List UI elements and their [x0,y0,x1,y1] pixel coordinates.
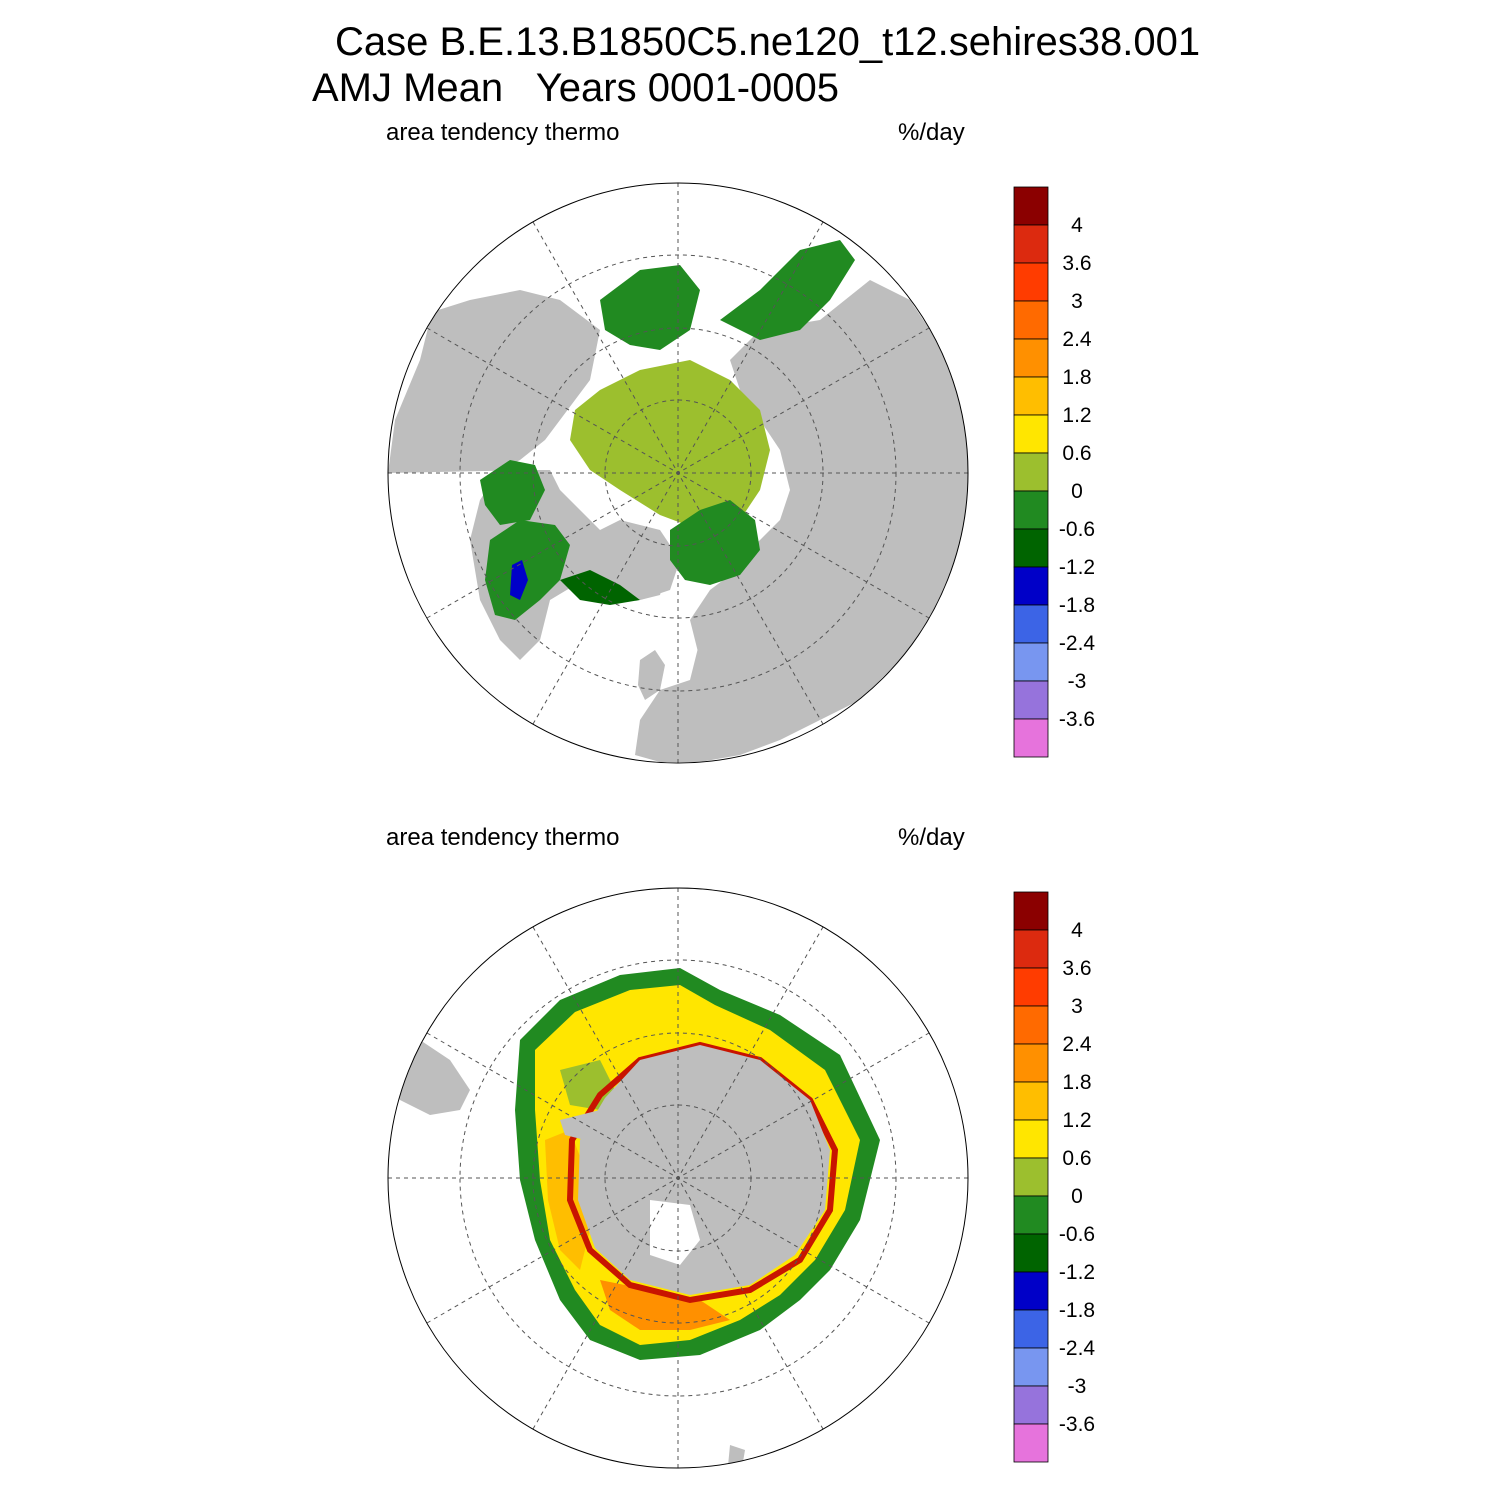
colorbar-tick-label: -1.2 [1059,556,1095,579]
colorbar-swatch [1013,1385,1049,1425]
ice-field-hudson-bay [480,460,545,525]
colorbar-tick-label: 0 [1071,1185,1083,1208]
colorbar-swatch [1013,490,1049,530]
ice-field-bering-chukchi [720,240,855,340]
colorbar-tick-label: -3.6 [1059,1413,1095,1436]
ice-field-orange-patch-ross [600,1280,730,1330]
colorbar-swatch [1013,1423,1049,1463]
colorbar-tick-label: 0.6 [1062,442,1091,465]
land-antarctica [578,1045,830,1295]
colorbar-tick-label: -2.4 [1059,1337,1096,1360]
colorbar-tick-label: -0.6 [1059,1223,1095,1246]
colorbar-swatch [1013,891,1049,931]
colorbar-tick-label: 2.4 [1062,328,1092,351]
arctic-map-content [388,183,968,763]
colorbar-tick-label: 1.8 [1062,366,1091,389]
panel2-variable-label: area tendency thermo [386,824,620,851]
colorbar-swatch [1013,1195,1049,1235]
colorbar-swatch [1013,566,1049,606]
colorbar-tick-label: 3.6 [1062,252,1091,275]
antarctic-graticule [388,888,968,1468]
colorbar-swatch [1013,262,1049,302]
colorbar-tick-label: 3 [1071,290,1083,313]
colorbar-tick-label: -3.6 [1059,708,1095,731]
ice-field-labrador-baffin [485,520,570,620]
ice-field-barents-kara [670,500,760,585]
colorbar-tick-label: 4 [1071,919,1083,942]
colorbar-swatch [1013,224,1049,264]
colorbar-tick-label: 3.6 [1062,957,1091,980]
colorbar-swatch [1013,414,1049,454]
colorbar-swatch [1013,642,1049,682]
colorbar-swatch [1013,1119,1049,1159]
colorbar-tick-label: -1.8 [1059,1299,1095,1322]
colorbar-swatch [1013,300,1049,340]
colorbar-swatch [1013,338,1049,378]
colorbar-swatch [1013,929,1049,969]
colorbar-swatch [1013,604,1049,644]
colorbar-tick-label: 2.4 [1062,1033,1092,1056]
colorbar-tick-label: -3 [1068,1375,1087,1398]
colorbar-tick-label: -1.8 [1059,594,1095,617]
arctic-graticule [388,183,968,763]
colorbar-swatch [1013,1005,1049,1045]
figure-title-period: AMJ Mean Years 0001-0005 [312,66,840,110]
colorbar-swatch [1013,967,1049,1007]
ice-edge-negative-blue [510,560,528,600]
colorbar-swatch [1013,1233,1049,1273]
colorbar-swatch [1013,1271,1049,1311]
colorbar-swatch [1013,376,1049,416]
antarctic-map-content [388,888,968,1468]
panel1-units-label: %/day [898,119,965,146]
ice-edge-greenland-sea [560,570,640,605]
figure-title-case: Case B.E.13.B1850C5.ne120_t12.sehires38.… [335,20,1201,64]
colorbar-arctic: 4 3.6 3 2.4 1.8 1.2 0.6 0 -0.6 -1.2 -1.8 -2.4 -3 -3.6 [1013,186,1096,758]
panel2-units-label: %/day [898,824,965,851]
colorbar-tick-label: 1.8 [1062,1071,1091,1094]
panel1-variable-label: area tendency thermo [386,119,620,146]
colorbar-swatch [1013,1081,1049,1121]
arctic-map-frame [387,182,969,764]
colorbar-swatch [1013,1309,1049,1349]
colorbar-swatch [1013,1043,1049,1083]
colorbar-tick-label: 3 [1071,995,1083,1018]
colorbar-tick-label: -0.6 [1059,518,1095,541]
colorbar-swatch [1013,186,1049,226]
land-uk [638,650,665,700]
colorbar-swatch [1013,528,1049,568]
colorbar-swatch [1013,1347,1049,1387]
colorbar-tick-label: 0.6 [1062,1147,1091,1170]
colorbar-tick-label: -1.2 [1059,1261,1095,1284]
antarctic-map-frame [387,887,969,1469]
colorbar-tick-label: 1.2 [1062,1109,1091,1132]
colorbar-tick-label: -2.4 [1059,632,1096,655]
ice-field-east-siberian [600,265,700,350]
colorbar-tick-label: 4 [1071,214,1083,237]
colorbar-swatch [1013,718,1049,758]
colorbar-swatch [1013,680,1049,720]
colorbar-tick-label: -3 [1068,670,1087,693]
colorbar-tick-label: 0 [1071,480,1083,503]
ice-field-central-arctic [570,360,770,530]
ice-shelf-ross [650,1200,700,1265]
colorbar-swatch [1013,452,1049,492]
colorbar-antarctic: 4 3.6 3 2.4 1.8 1.2 0.6 0 -0.6 -1.2 -1.8 -2.4 -3 -3.6 [1013,891,1096,1463]
colorbar-swatch [1013,1157,1049,1197]
colorbar-tick-label: 1.2 [1062,404,1091,427]
